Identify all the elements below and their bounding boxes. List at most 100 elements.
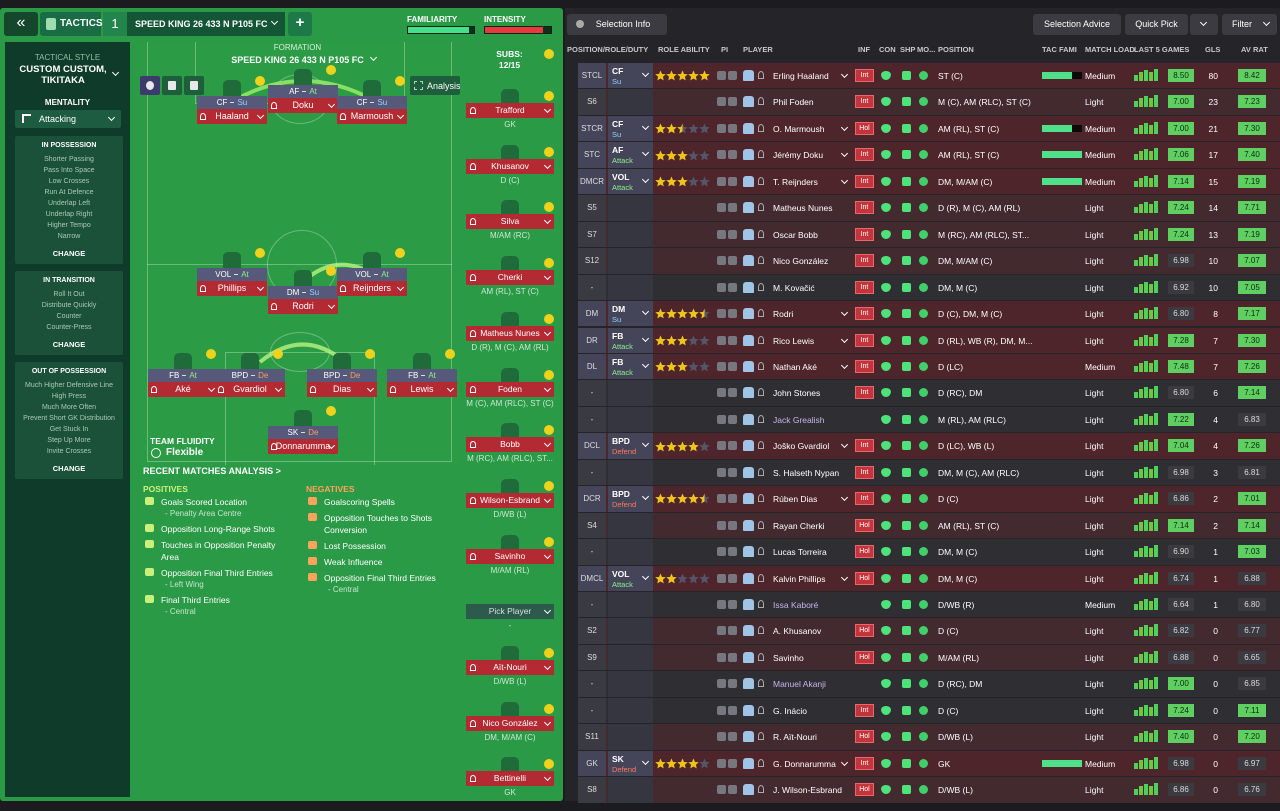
player-row[interactable]: S9 Savinho Hol M/AM (RL) Light 6.88 0 6.65 <box>578 644 1280 671</box>
player-card[interactable]: CF Su Haaland <box>197 76 267 126</box>
selection-info-button[interactable]: Selection Info <box>567 14 667 35</box>
selection-advice-button[interactable]: Selection Advice <box>1033 14 1121 35</box>
player-row[interactable]: S12 Nico González Int DM, M/AM (C) Light 6.98… <box>578 248 1280 274</box>
sub-card[interactable]: Cherki AM (RL), ST (C) <box>466 256 554 310</box>
player-name[interactable]: Oscar Bobb <box>773 229 818 240</box>
player-card[interactable]: FB At Lewis <box>387 349 457 399</box>
player-row[interactable]: S11 R. Aït-Nouri Hol D/WB (L) Light 7.40 0 7.20 <box>578 724 1280 750</box>
sub-card[interactable]: Bettinelli GK <box>466 757 554 811</box>
player-row[interactable]: - John Stones Int D (RC), DM Light 6.80 6 7.14 <box>578 380 1280 406</box>
mentality-dropdown[interactable]: Attacking <box>15 110 121 128</box>
player-name[interactable]: Matheus Nunes <box>773 203 833 214</box>
player-name[interactable]: Jérémy Doku <box>773 150 824 161</box>
player-name[interactable]: A. Khusanov <box>773 626 822 637</box>
player-name[interactable]: Savinho <box>773 652 804 663</box>
quick-pick-dropdown[interactable] <box>1190 14 1218 35</box>
player-card[interactable]: AF At Doku <box>268 65 338 115</box>
player-row[interactable]: DMCL VOL Attack Kalvin Phillips Hol DM, M (C)… <box>578 565 1280 591</box>
player-row[interactable]: S7 Oscar Bobb Int M (RC), AM (RLC), ST... Li… <box>578 221 1280 248</box>
back-button[interactable]: « <box>4 12 38 36</box>
player-name[interactable]: R. Aït-Nouri <box>773 732 817 743</box>
analysis-title[interactable]: RECENT MATCHES ANALYSIS > <box>143 466 281 476</box>
player-row[interactable]: - Jack Grealish M (RL), AM (RLC) Light 7.22 4… <box>578 406 1280 433</box>
sub-card[interactable]: Trafford GK <box>466 89 554 143</box>
player-name[interactable]: Joško Gvardiol <box>773 441 830 452</box>
player-name[interactable]: Kalvin Phillips <box>773 573 826 584</box>
change-button[interactable]: CHANGE <box>52 249 86 258</box>
player-row[interactable]: S2 A. Khusanov Hol D (C) Light 6.82 0 6.77 <box>578 618 1280 644</box>
player-row[interactable]: STCR CF Su O. Marmoush Hol AM (RL), ST (C) Med… <box>578 115 1280 142</box>
player-name[interactable]: Phil Foden <box>773 97 814 108</box>
sub-card[interactable]: Matheus Nunes D (R), M (C), AM (RL) <box>466 311 554 366</box>
player-row[interactable]: - Manuel Akanji D (RC), DM Light 7.00 0 6.85 <box>578 671 1280 697</box>
quick-pick-button[interactable]: Quick Pick <box>1125 14 1188 35</box>
player-name[interactable]: Rico Lewis <box>773 335 815 346</box>
player-name[interactable]: Nico González <box>773 256 829 267</box>
player-card[interactable]: SK De Donnarumma <box>268 406 338 456</box>
sub-card[interactable]: Bobb M (RC), AM (RLC), ST... <box>466 423 554 477</box>
sub-card[interactable]: Khusanov D (C) <box>466 144 554 199</box>
player-row[interactable]: S6 Phil Foden Int M (C), AM (RLC), ST (C) Li… <box>578 89 1280 115</box>
player-row[interactable]: DR FB Attack Rico Lewis Int D (RL), WB (R), D… <box>578 327 1280 353</box>
player-row[interactable]: - S. Halseth Nypan Int DM, M (C), AM (RLC) L… <box>578 459 1280 486</box>
player-row[interactable]: - M. Kovačić Int DM, M (C) Light 6.92 10 7.05 <box>578 274 1280 301</box>
add-tactic[interactable]: + <box>288 12 312 36</box>
player-name[interactable]: S. Halseth Nypan <box>773 467 840 478</box>
player-row[interactable]: STCL CF Su Erling Haaland Int ST (C) Medium 8.5… <box>578 63 1280 89</box>
player-card[interactable]: BPD De Dias <box>307 349 377 399</box>
player-card[interactable]: VOL At Phillips <box>197 248 267 298</box>
player-row[interactable]: S5 Matheus Nunes Int D (R), M (C), AM (RL) L… <box>578 195 1280 221</box>
tactic-number[interactable]: 1 <box>103 12 127 36</box>
player-name[interactable]: J. Wilson-Esbrand <box>773 785 842 796</box>
sub-card[interactable]: Aït-Nouri D/WB (L) <box>466 646 554 700</box>
player-name[interactable]: Rodri <box>773 309 794 320</box>
player-row[interactable]: S8 J. Wilson-Esbrand Hol D/WB (L) Light 6.86 0… <box>578 777 1280 803</box>
player-name[interactable]: Nathan Aké <box>773 361 817 372</box>
player-name[interactable]: G. Inácio <box>773 705 808 716</box>
change-button[interactable]: CHANGE <box>52 340 86 349</box>
view-toggle[interactable] <box>140 76 160 95</box>
player-name[interactable]: G. Donnarumma <box>773 758 836 769</box>
player-card[interactable]: FB At Aké <box>148 349 218 399</box>
player-row[interactable]: DM DM Su Rodri Int D (C), DM, M (C) Light 6.80 8… <box>578 301 1280 327</box>
player-row[interactable]: S4 Rayan Cherki Hol AM (RL), ST (C) Light 7.1… <box>578 512 1280 539</box>
player-name[interactable]: M. Kovačić <box>773 282 815 293</box>
player-row[interactable]: - Lucas Torreira Hol DM, M (C) Light 6.90 1 7.0… <box>578 539 1280 565</box>
player-name[interactable]: O. Marmoush <box>773 123 825 134</box>
player-name[interactable]: Lucas Torreira <box>773 547 827 558</box>
player-name[interactable]: Rayan Cherki <box>773 520 825 531</box>
filter-button[interactable]: Filter <box>1222 14 1277 35</box>
sub-card[interactable]: Silva M/AM (RC) <box>466 200 554 254</box>
player-row[interactable]: - G. Inácio Int D (C) Light 7.24 0 7.11 <box>578 697 1280 724</box>
player-row[interactable]: DCL BPD Defend Joško Gvardiol Int D (LC), WB … <box>578 433 1280 459</box>
analysis-button[interactable]: Analysis <box>410 76 460 95</box>
player-name[interactable]: Erling Haaland <box>773 71 829 81</box>
sub-card[interactable]: Nico González DM, M/AM (C) <box>466 701 554 756</box>
stats-toggle[interactable] <box>162 76 182 95</box>
player-name[interactable]: John Stones <box>773 388 821 399</box>
player-row[interactable]: - Issa Kaboré D/WB (R) Medium 6.64 1 6.80 <box>578 592 1280 618</box>
player-row[interactable]: DMCR VOL Attack T. Reijnders Int DM, M/AM (C)… <box>578 168 1280 195</box>
player-card[interactable]: DM Su Rodri <box>268 266 338 316</box>
player-name[interactable]: Rúben Dias <box>773 494 818 505</box>
player-row[interactable]: GK SK Defend G. Donnarumma Int GK Medium 6.98 0 6… <box>578 750 1280 777</box>
player-card[interactable]: BPD De Gvardiol <box>215 349 285 399</box>
player-row[interactable]: DCR BPD Defend Rúben Dias Int D (C) Light 6.86 2… <box>578 486 1280 512</box>
player-name[interactable]: Jack Grealish <box>773 414 825 425</box>
player-card[interactable]: CF Su Marmoush <box>337 76 407 126</box>
player-row[interactable]: STC AF Attack Jérémy Doku Int AM (RL), ST (C)… <box>578 142 1280 168</box>
player-name[interactable]: T. Reijnders <box>773 176 818 187</box>
sub-card[interactable]: Foden M (C), AM (RLC), ST (C) <box>466 367 554 422</box>
formation-name[interactable]: SPEED KING 26 433 N P105 FC <box>231 55 364 65</box>
player-name[interactable]: Issa Kaboré <box>773 600 819 610</box>
player-row[interactable]: DL FB Attack Nathan Aké Int D (LC) Medium 7.48 7… <box>578 353 1280 380</box>
style-name[interactable]: CUSTOM CUSTOM, TIKITAKA <box>19 64 107 86</box>
sub-card[interactable]: Wilson-Esbrand D/WB (L) <box>466 478 554 533</box>
tactic-name[interactable]: SPEED KING 26 433 N P105 FC <box>127 12 285 36</box>
sub-card[interactable]: Savinho M/AM (RL) <box>466 534 554 589</box>
player-name[interactable]: Manuel Akanji <box>773 679 826 690</box>
sub-card[interactable]: Pick Player - <box>466 604 554 644</box>
change-button[interactable]: CHANGE <box>52 464 86 473</box>
player-card[interactable]: VOL At Reijnders <box>337 248 407 298</box>
info-toggle[interactable] <box>184 76 204 95</box>
